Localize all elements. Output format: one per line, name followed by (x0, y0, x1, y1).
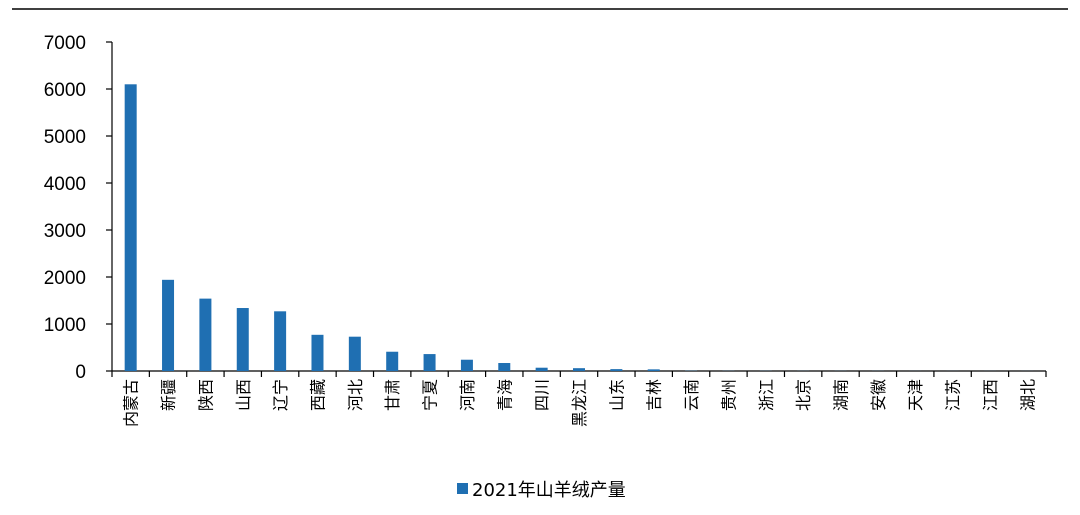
y-tick-label: 5000 (44, 127, 86, 148)
x-tick-label: 河南 (458, 379, 477, 411)
bar (610, 369, 623, 371)
y-axis: 0 1000 2000 3000 4000 5000 6000 7000 (44, 33, 113, 383)
x-tick-label: 云南 (682, 379, 701, 411)
bar (460, 359, 473, 371)
bar (386, 351, 399, 371)
bar (199, 298, 212, 371)
legend: 2021年山羊绒产量 (457, 480, 626, 501)
y-tick-label: 0 (75, 362, 86, 383)
x-tick-label: 新疆 (159, 379, 178, 411)
x-tick-label: 内蒙古 (122, 379, 141, 427)
y-tick-label: 6000 (44, 80, 86, 101)
x-tick-labels: 内蒙古 新疆 陕西 山西 辽宁 西藏 河北 甘肃 宁夏 河南 青海 四川 黑龙江 山东 吉林 云南 贵州 浙江 北京… (122, 379, 1038, 427)
bar (348, 336, 361, 371)
x-tick-label: 青海 (495, 379, 514, 411)
bar (535, 367, 548, 371)
bar (274, 311, 287, 371)
x-tick-label: 浙江 (757, 379, 776, 411)
y-tick-label: 2000 (44, 268, 86, 289)
x-tick-label: 江苏 (944, 379, 963, 411)
bar (311, 334, 324, 371)
x-tick-label: 河北 (346, 379, 365, 411)
x-tick-label: 宁夏 (421, 379, 440, 411)
bar (236, 308, 249, 371)
x-tick-label: 西藏 (308, 379, 327, 411)
x-tick-label: 四川 (533, 379, 552, 411)
bar (573, 368, 585, 371)
y-tick-label: 4000 (44, 174, 86, 195)
x-tick-label: 山西 (234, 379, 253, 411)
bar (124, 84, 137, 372)
x-tick-label: 湖南 (832, 379, 851, 411)
bar (162, 279, 175, 371)
y-tick-label: 7000 (44, 33, 86, 54)
x-tick-label: 吉林 (645, 379, 664, 411)
x-tick-label: 甘肃 (383, 379, 402, 411)
x-tick-label: 贵州 (719, 379, 738, 411)
x-tick-label: 北京 (794, 379, 813, 411)
y-tick-label: 3000 (44, 221, 86, 242)
bar (647, 369, 660, 371)
bar (498, 363, 511, 371)
bar (423, 354, 436, 371)
x-tick-label: 江西 (981, 379, 1000, 411)
y-tick-label: 1000 (44, 315, 86, 336)
x-tick-label: 山东 (607, 379, 626, 411)
x-tick-label: 天津 (906, 379, 925, 411)
x-tick-label: 湖北 (1018, 379, 1037, 411)
x-tick-label: 陕西 (196, 379, 215, 411)
legend-swatch (457, 483, 468, 494)
bars (124, 84, 1034, 372)
x-tick-label: 安徽 (869, 379, 888, 411)
x-tick-label: 黑龙江 (570, 379, 589, 427)
x-tick-label: 辽宁 (271, 379, 290, 411)
x-axis (111, 370, 1047, 377)
legend-label: 2021年山羊绒产量 (472, 480, 626, 501)
